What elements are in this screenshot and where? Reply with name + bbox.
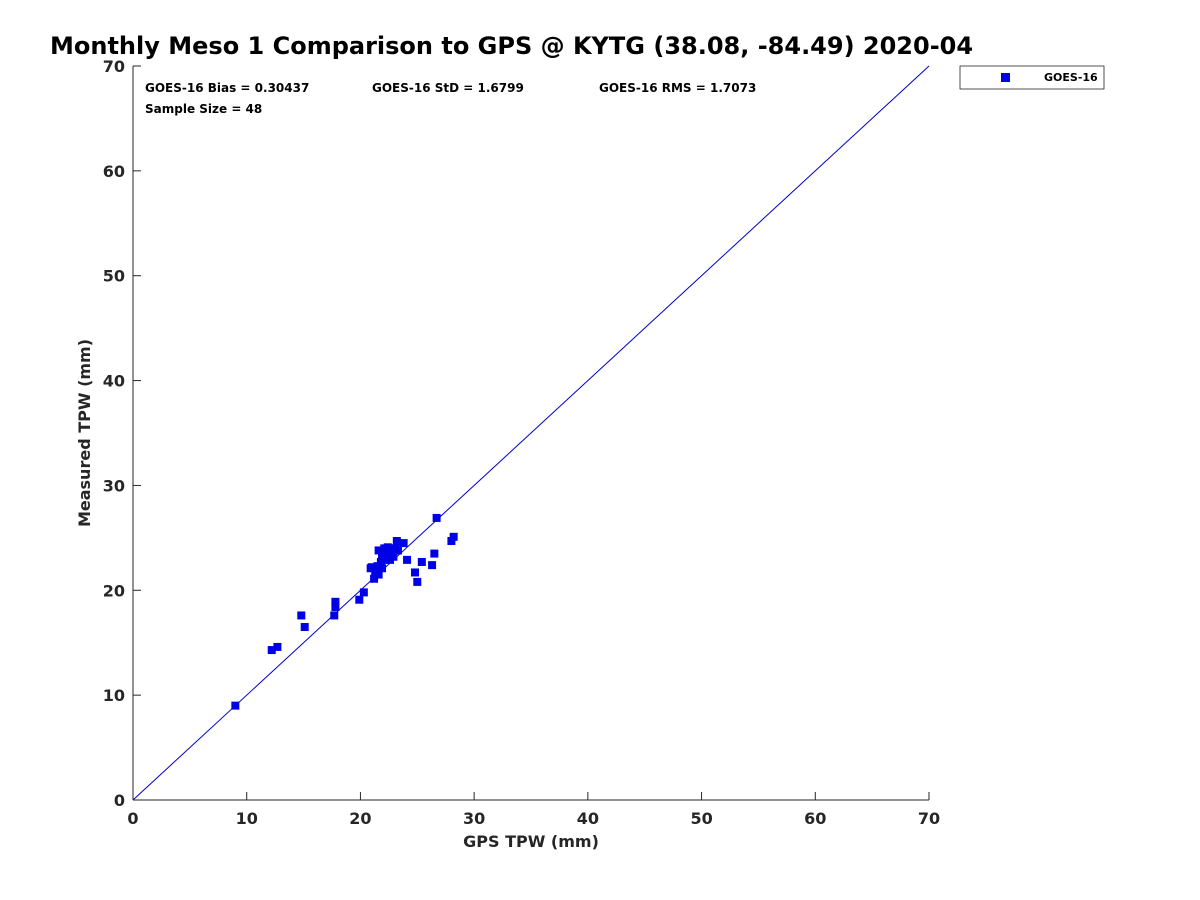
rms-stat: GOES-16 RMS = 1.7073 [599,81,756,95]
data-point [383,548,392,557]
x-tick-label: 50 [690,809,712,828]
data-point [413,577,422,586]
chart-title: Monthly Meso 1 Comparison to GPS @ KYTG … [50,32,973,60]
data-point [297,611,306,620]
y-tick-label: 20 [103,581,125,600]
data-point [370,574,379,583]
data-point [428,561,437,570]
std-stat: GOES-16 StD = 1.6799 [372,81,524,95]
data-point [231,701,240,710]
data-point [273,642,282,651]
x-axis-label: GPS TPW (mm) [463,832,599,851]
data-point [373,562,382,571]
data-point [432,513,441,522]
y-tick-label: 10 [103,686,125,705]
data-point [411,568,420,577]
data-point [331,597,340,606]
x-axis-ticks: 0 10 20 30 40 50 60 70 [127,792,940,828]
y-tick-label: 30 [103,476,125,495]
legend-box [959,65,1105,90]
data-point [430,549,439,558]
x-tick-label: 60 [804,809,826,828]
data-point [355,595,364,604]
legend: GOES-16 [959,65,1105,90]
x-tick-label: 30 [463,809,485,828]
data-point [359,588,368,597]
data-point [378,564,387,573]
data-point [366,564,375,573]
y-tick-label: 50 [103,267,125,286]
plot-area [132,66,929,801]
one-to-one-line [132,65,930,801]
data-point [399,539,408,548]
data-point [374,570,383,579]
x-tick-label: 20 [349,809,371,828]
reference-line-group [132,65,930,801]
legend-label: GOES-16 [1044,71,1098,84]
data-point [330,611,339,620]
data-point [391,544,400,553]
x-tick-label: 10 [236,809,258,828]
legend-marker [1001,73,1010,82]
x-tick-label: 40 [577,809,599,828]
data-point [300,622,309,631]
data-point [267,646,276,655]
y-tick-label: 40 [103,372,125,391]
data-point [331,603,340,612]
y-axis-ticks: 0 10 20 30 40 50 60 70 [103,57,141,810]
data-point [392,537,401,546]
y-axis-label: Measured TPW (mm) [75,339,94,527]
y-tick-label: 60 [103,162,125,181]
sample-size-stat: Sample Size = 48 [145,102,262,116]
data-point [403,555,412,564]
data-point [449,532,458,541]
x-tick-label: 70 [918,809,940,828]
data-point [380,554,389,563]
bias-stat: GOES-16 Bias = 0.30437 [145,81,309,95]
x-tick-label: 0 [127,809,138,828]
data-point [389,552,398,561]
y-tick-label: 0 [114,791,125,810]
data-points [231,513,458,710]
y-tick-label: 70 [103,57,125,76]
data-point [447,537,456,546]
data-point [374,546,383,555]
data-point [417,557,426,566]
